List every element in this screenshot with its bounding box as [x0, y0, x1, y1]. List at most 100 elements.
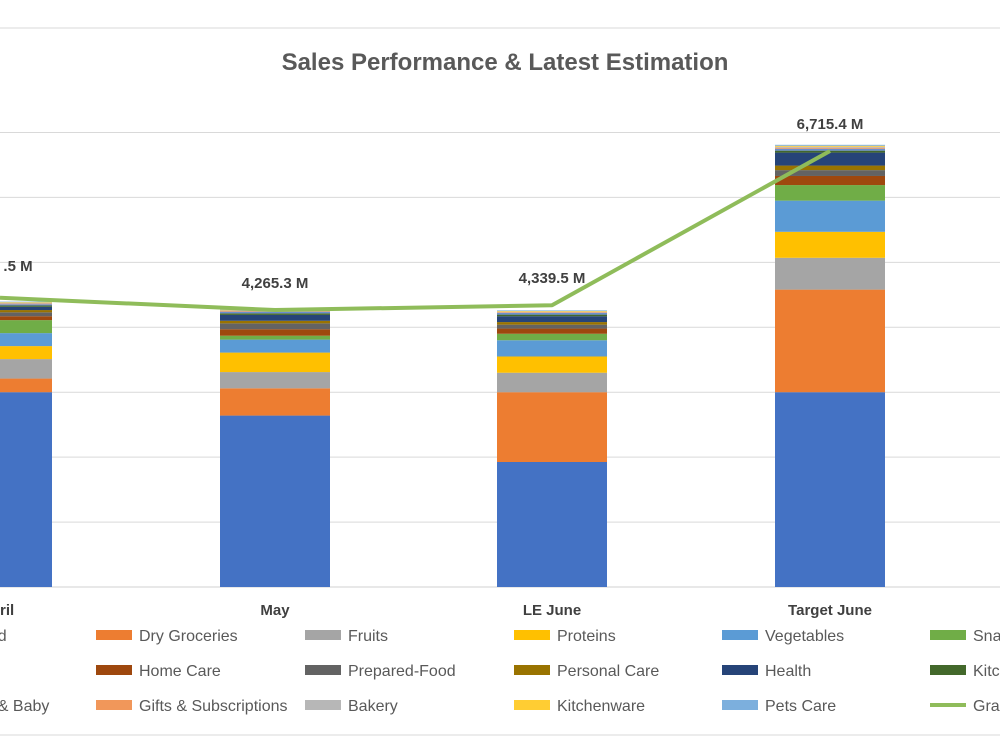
bar-may-prepared-food — [220, 323, 330, 330]
bar-target-june-dry-groceries — [775, 289, 885, 393]
bar-target-june-pets-care — [775, 144, 885, 146]
legend-label: Fruits — [348, 628, 388, 645]
legend-item-fruits: Fruits — [305, 628, 388, 645]
bar-le-june-snacks — [497, 333, 607, 341]
legend-item-kitchen: Kitc — [930, 663, 1000, 680]
legend-swatch — [305, 700, 341, 710]
bar-may-home-care — [220, 329, 330, 336]
legend-item-vegetables: Vegetables — [722, 628, 844, 645]
chart-title: Sales Performance & Latest Estimation — [282, 49, 729, 76]
bar-target-june-household-baby — [775, 148, 885, 151]
bar-le-june-pets-care — [497, 310, 607, 312]
category-label-april: ril — [0, 602, 14, 619]
bar-april-personal-care — [0, 310, 52, 313]
category-label-le-june: LE June — [523, 602, 581, 619]
legend-item-dry-groceries: Dry Groceries — [96, 628, 238, 645]
grand-total-line — [0, 149, 831, 313]
grand-total-line-path — [0, 149, 831, 313]
bar-target-june-health — [775, 152, 885, 166]
legend-swatch — [96, 630, 132, 640]
bar-april-vegetables — [0, 333, 52, 347]
legend-item-snacks: Sna — [930, 628, 1000, 645]
bar-may-snacks — [220, 335, 330, 340]
legend-label: Kitc — [973, 663, 1000, 680]
data-label-le-june: 4,339.5 M — [519, 270, 586, 287]
legend-item-health: Health — [722, 663, 811, 680]
legend-label: Pets Care — [765, 698, 836, 715]
bar-target-june-bakery — [775, 146, 885, 148]
bar-may-fruits — [220, 372, 330, 389]
legend-item-home-care: Home Care — [96, 663, 221, 680]
legend-swatch — [722, 700, 758, 710]
legend-label: Prepared-Food — [348, 663, 456, 680]
bar-target-june-personal-care — [775, 165, 885, 171]
bar-april-prepared-food — [0, 312, 52, 317]
data-labels: .5 M 4,265.3 M 4,339.5 M 6,715.4 M — [3, 116, 863, 292]
bar-target-june-snacks — [775, 185, 885, 201]
legend-swatch — [305, 630, 341, 640]
bar-target-june-prepared-food — [775, 170, 885, 176]
bar-april-gifts-subscriptions — [0, 303, 52, 305]
legend-item-fresh-food: ood — [0, 628, 7, 645]
bar-april-kitchen — [0, 305, 52, 307]
bar-le-june-vegetables — [497, 340, 607, 357]
bar-april-snacks — [0, 320, 52, 334]
legend: ood Dry Groceries Fruits Proteins Vegetables… — [0, 628, 1000, 715]
legend-swatch — [722, 665, 758, 675]
legend-label: Gra — [973, 698, 1000, 715]
bar-le-june-home-care — [497, 328, 607, 334]
bar-le-june-bakery — [497, 311, 607, 313]
bar-le-june-fruits — [497, 372, 607, 393]
category-label-may: May — [260, 602, 290, 619]
legend-item-personal-care: Personal Care — [514, 663, 659, 680]
bar-april-household-baby — [0, 304, 52, 306]
legend-label: d, & Baby — [0, 698, 49, 715]
legend-swatch — [722, 630, 758, 640]
bar-may-vegetables — [220, 339, 330, 353]
bar-le-june-gifts-subscriptions — [497, 312, 607, 313]
bar-may-personal-care — [220, 320, 330, 324]
bar-target-june-gifts-subscriptions — [775, 147, 885, 149]
bar-le-june-personal-care — [497, 322, 607, 325]
bar-may-kitchen — [220, 313, 330, 315]
bar-april-health — [0, 306, 52, 311]
legend-label: Kitchenware — [557, 698, 645, 715]
legend-swatch — [514, 630, 550, 640]
legend-item-proteins: Proteins — [514, 628, 616, 645]
bar-target-june-vegetables — [775, 200, 885, 232]
bar-may-household-baby — [220, 311, 330, 314]
category-axis: ril May LE June Target June — [0, 602, 872, 619]
bar-may-dry-groceries — [220, 388, 330, 416]
legend-label: Dry Groceries — [139, 628, 238, 645]
bar-april-kitchenware — [0, 302, 52, 303]
bars — [0, 144, 885, 587]
bar-target-june-home-care — [775, 175, 885, 186]
legend-label: Home Care — [139, 663, 221, 680]
bar-april-home-care — [0, 316, 52, 321]
legend-label: Vegetables — [765, 628, 844, 645]
bar-april-pets-care — [0, 301, 52, 303]
legend-swatch — [305, 665, 341, 675]
bar-le-june-dry-groceries — [497, 392, 607, 463]
bar-may-fresh-food — [220, 415, 330, 587]
legend-label: Sna — [973, 628, 1000, 645]
data-label-april: .5 M — [3, 258, 32, 275]
bar-may-health — [220, 314, 330, 321]
bar-le-june-kitchen — [497, 314, 607, 317]
legend-label: Gifts & Subscriptions — [139, 698, 288, 715]
legend-swatch — [930, 630, 966, 640]
bar-april-fresh-food — [0, 392, 52, 587]
data-label-target-june: 6,715.4 M — [797, 116, 864, 133]
bar-le-june-prepared-food — [497, 324, 607, 329]
bar-target-june-proteins — [775, 231, 885, 258]
legend-item-prepared-food: Prepared-Food — [305, 663, 456, 680]
legend-swatch — [930, 665, 966, 675]
legend-item-household-baby: d, & Baby — [0, 698, 49, 715]
legend-item-kitchenware: Kitchenware — [514, 698, 645, 715]
category-label-target-june: Target June — [788, 602, 872, 619]
legend-item-gifts-subscriptions: Gifts & Subscriptions — [96, 698, 288, 715]
data-label-may: 4,265.3 M — [242, 275, 309, 292]
bar-le-june-fresh-food — [497, 462, 607, 587]
